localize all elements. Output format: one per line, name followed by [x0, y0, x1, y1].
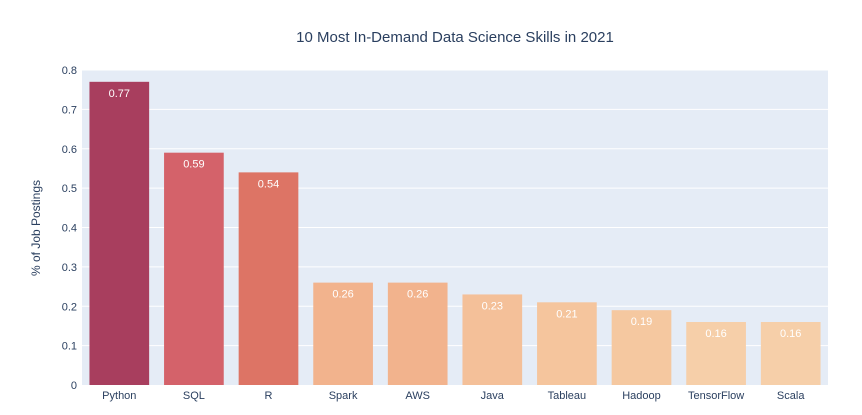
bars — [89, 81, 821, 385]
y-tick-label: 0.4 — [62, 223, 77, 235]
y-tick-label: 0 — [71, 380, 77, 392]
bar-value-label: 0.16 — [780, 328, 801, 340]
y-tick-label: 0.3 — [62, 262, 77, 274]
x-tick-label: Scala — [777, 390, 805, 402]
x-tick-label: Tableau — [548, 390, 587, 402]
bar-java[interactable] — [462, 294, 523, 385]
bar-python[interactable] — [89, 81, 150, 385]
x-tick-label: AWS — [405, 390, 430, 402]
bar-tensorflow[interactable] — [686, 322, 746, 385]
y-tick-label: 0.7 — [62, 104, 77, 116]
x-axis-ticks: Python SQL R Spark AWS Java Tableau Hadoop Tenso… — [102, 390, 805, 402]
bar-value-label: 0.16 — [705, 328, 726, 340]
x-tick-label: TensorFlow — [688, 390, 744, 402]
bar-sql[interactable] — [164, 152, 224, 385]
y-axis-ticks: 0 0.1 0.2 0.3 0.4 0.5 0.6 0.7 0.8 — [62, 65, 77, 392]
x-tick-label: Java — [481, 390, 505, 402]
bar-value-label: 0.19 — [631, 316, 652, 328]
x-tick-label: Python — [102, 390, 136, 402]
x-tick-label: R — [265, 390, 273, 402]
bar-value-label: 0.21 — [556, 308, 577, 320]
bar-value-label: 0.26 — [332, 289, 353, 301]
bar-value-label: 0.26 — [407, 289, 428, 301]
y-tick-label: 0.1 — [62, 341, 77, 353]
y-tick-label: 0.8 — [62, 65, 77, 77]
bar-value-label: 0.77 — [109, 88, 130, 100]
bar-spark[interactable] — [313, 282, 373, 385]
x-tick-label: Hadoop — [622, 390, 661, 402]
bar-value-label: 0.54 — [258, 178, 279, 190]
y-tick-label: 0.6 — [62, 144, 77, 156]
y-tick-label: 0.2 — [62, 301, 77, 313]
y-axis-title: % of Job Postings — [29, 180, 43, 276]
bar-r[interactable] — [238, 172, 299, 385]
bar-value-label: 0.59 — [183, 159, 204, 171]
bar-value-label: 0.23 — [482, 300, 503, 312]
x-tick-label: SQL — [183, 390, 205, 402]
chart-title: 10 Most In-Demand Data Science Skills in… — [296, 29, 614, 46]
bar-aws[interactable] — [387, 282, 448, 385]
bar-hadoop[interactable] — [611, 310, 672, 385]
bar-scala[interactable] — [760, 322, 821, 385]
bar-value-labels: 0.77 0.59 0.54 0.26 0.26 0.23 0.21 0.19 0.16 0.16 — [109, 88, 802, 340]
x-tick-label: Spark — [329, 390, 358, 402]
bar-tableau[interactable] — [537, 302, 597, 385]
y-tick-label: 0.5 — [62, 183, 77, 195]
